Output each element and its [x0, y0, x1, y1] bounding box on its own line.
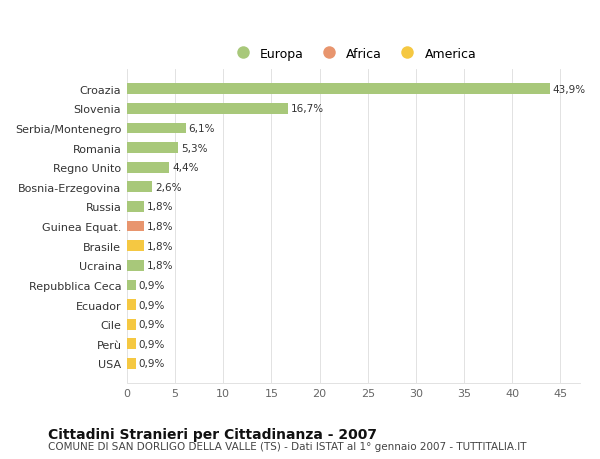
Legend: Europa, Africa, America: Europa, Africa, America — [230, 47, 476, 61]
Text: 0,9%: 0,9% — [139, 358, 165, 369]
Bar — [127, 221, 144, 232]
Bar — [127, 84, 550, 95]
Bar — [127, 123, 185, 134]
Text: Cittadini Stranieri per Cittadinanza - 2007: Cittadini Stranieri per Cittadinanza - 2… — [48, 427, 377, 441]
Bar — [127, 143, 178, 154]
Text: 0,9%: 0,9% — [139, 300, 165, 310]
Text: 0,9%: 0,9% — [139, 319, 165, 330]
Text: 0,9%: 0,9% — [139, 339, 165, 349]
Bar — [127, 182, 152, 193]
Text: 43,9%: 43,9% — [553, 84, 586, 95]
Text: 1,8%: 1,8% — [147, 241, 173, 251]
Text: COMUNE DI SAN DORLIGO DELLA VALLE (TS) - Dati ISTAT al 1° gennaio 2007 - TUTTITA: COMUNE DI SAN DORLIGO DELLA VALLE (TS) -… — [48, 441, 527, 451]
Text: 1,8%: 1,8% — [147, 222, 173, 231]
Text: 4,4%: 4,4% — [172, 163, 199, 173]
Bar — [127, 202, 144, 213]
Text: 5,3%: 5,3% — [181, 143, 208, 153]
Bar — [127, 241, 144, 252]
Bar — [127, 104, 288, 114]
Text: 16,7%: 16,7% — [290, 104, 324, 114]
Bar — [127, 280, 136, 291]
Text: 1,8%: 1,8% — [147, 202, 173, 212]
Bar — [127, 319, 136, 330]
Text: 1,8%: 1,8% — [147, 261, 173, 271]
Text: 0,9%: 0,9% — [139, 280, 165, 290]
Bar — [127, 339, 136, 349]
Text: 6,1%: 6,1% — [188, 123, 215, 134]
Bar — [127, 358, 136, 369]
Bar — [127, 162, 169, 173]
Bar — [127, 300, 136, 310]
Bar — [127, 260, 144, 271]
Text: 2,6%: 2,6% — [155, 182, 181, 192]
